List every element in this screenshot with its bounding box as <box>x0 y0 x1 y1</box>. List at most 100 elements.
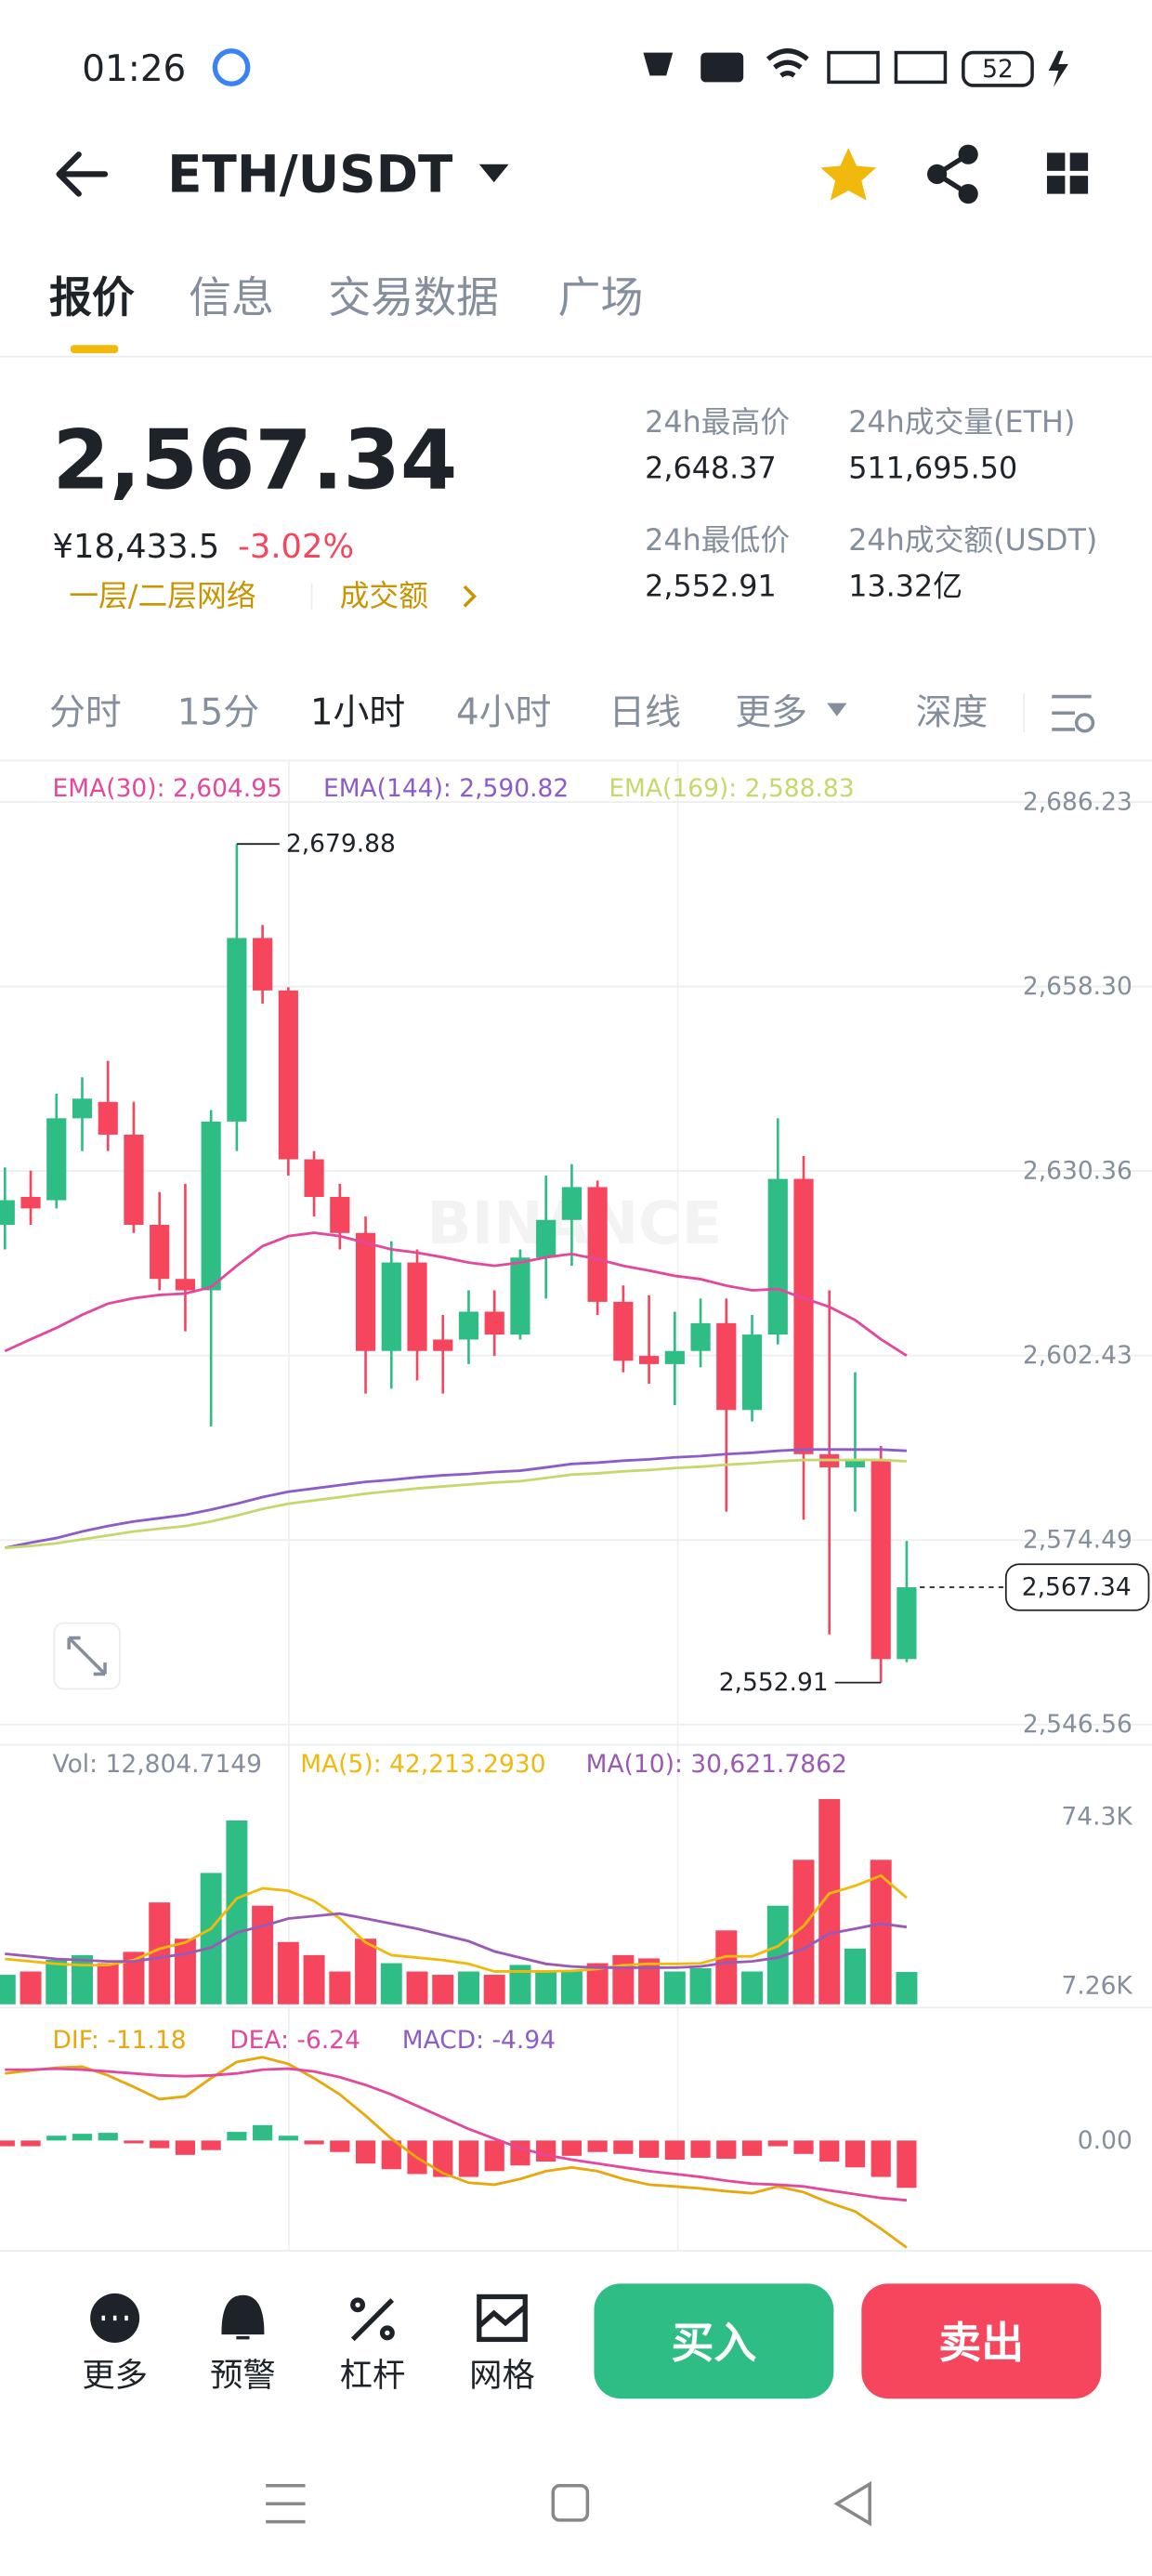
action-label[interactable]: 更多 <box>82 2357 148 2395</box>
interval[interactable]: 深度 <box>916 692 988 734</box>
grid-cell <box>1069 152 1089 171</box>
tag[interactable]: 成交额 <box>340 579 428 613</box>
candle-body <box>304 1159 324 1198</box>
back-button[interactable] <box>56 151 109 197</box>
macd-bar <box>639 2140 660 2158</box>
tab[interactable]: 交易数据 <box>328 272 499 322</box>
last-price-box <box>1004 1563 1150 1611</box>
stat-value: 13.32亿 <box>848 570 962 604</box>
action-label[interactable]: 网格 <box>469 2357 535 2395</box>
volume-bar <box>174 1939 196 2004</box>
candle-body <box>871 1459 891 1660</box>
volume-bar <box>406 1971 428 2004</box>
candle-body <box>407 1262 427 1351</box>
interval-dropdown <box>827 703 847 716</box>
macd-bar <box>175 2140 196 2155</box>
candle-body <box>793 1178 814 1454</box>
macd-bar <box>819 2140 840 2162</box>
volume-bar <box>483 1975 505 2004</box>
grid-button[interactable] <box>1046 152 1089 194</box>
alert-icon[interactable] <box>221 2294 265 2340</box>
legend-label: EMA(30): 2,604.95 <box>53 774 282 803</box>
interval[interactable]: 更多 <box>735 692 807 734</box>
volume-bar <box>870 1860 892 2004</box>
legend-label: EMA(169): 2,588.83 <box>609 774 854 803</box>
volume-bar <box>252 1905 274 2004</box>
charge-icon <box>1048 50 1068 87</box>
candle-body <box>561 1187 583 1220</box>
candle-body <box>201 1121 221 1291</box>
nav-home[interactable] <box>551 2483 590 2522</box>
volume-bar <box>896 1972 918 2004</box>
macd-bar <box>897 2140 917 2188</box>
candle-body <box>510 1257 530 1335</box>
volume-bar <box>20 1971 42 2004</box>
macd-bar <box>124 2140 144 2144</box>
signal-icon <box>894 50 948 85</box>
macd-bar <box>72 2134 93 2141</box>
candle-body <box>897 1587 917 1660</box>
action-label[interactable]: 预警 <box>210 2357 276 2395</box>
candle-body <box>355 1232 376 1351</box>
candle-body <box>690 1322 711 1351</box>
pair-title[interactable]: ETH/USDT <box>167 144 453 204</box>
nav-menu[interactable] <box>266 2484 306 2524</box>
volume-bar <box>149 1902 171 2004</box>
macd-bar <box>561 2140 583 2156</box>
nav-back[interactable] <box>833 2480 871 2527</box>
candle-body <box>98 1101 118 1135</box>
macd-bar <box>98 2133 118 2141</box>
candle-body <box>20 1197 41 1209</box>
volume-bar <box>509 1965 531 2004</box>
interval[interactable]: 日线 <box>609 692 681 734</box>
macd-bar <box>433 2140 453 2177</box>
volume-bar <box>766 1905 789 2004</box>
legend-label: MA(5): 42,213.2930 <box>300 1750 545 1779</box>
share-button[interactable] <box>927 144 978 204</box>
tag[interactable]: 一层/二层网络 <box>69 579 255 613</box>
volume-bar <box>72 1954 93 2004</box>
tab[interactable]: 广场 <box>558 272 644 322</box>
sell-label[interactable]: 卖出 <box>938 2318 1024 2368</box>
volume-bar <box>0 1975 16 2004</box>
tag-arrow <box>463 585 477 608</box>
buy-button[interactable] <box>594 2283 834 2399</box>
buy-label[interactable]: 买入 <box>671 2318 756 2368</box>
settings-gear <box>1074 713 1095 733</box>
grid-trading-icon[interactable] <box>477 2293 528 2343</box>
macd-bar <box>253 2124 273 2141</box>
action-label[interactable]: 杠杆 <box>340 2357 406 2395</box>
macd-bar <box>46 2136 67 2141</box>
macd-bar <box>690 2140 711 2158</box>
tab[interactable]: 信息 <box>189 272 274 322</box>
candle-body <box>227 938 247 1122</box>
volume-bar <box>612 1954 635 2004</box>
volume-bar <box>560 1971 583 2004</box>
candle-body <box>381 1262 401 1351</box>
interval[interactable]: 15分 <box>177 692 259 734</box>
interval[interactable]: 4小时 <box>456 692 551 734</box>
wifi-icon <box>766 48 809 78</box>
sell-button[interactable] <box>861 2283 1102 2399</box>
stat-label: 24h成交额(USDT) <box>848 523 1097 558</box>
tab[interactable]: 报价 <box>49 272 135 322</box>
margin-icon[interactable] <box>350 2297 395 2342</box>
legend-label: DIF: -11.18 <box>53 2026 187 2055</box>
volume-bar <box>46 1960 68 2004</box>
settings-lines <box>1052 694 1092 731</box>
volume-bar <box>818 1798 841 2004</box>
tab-indicator <box>70 345 119 354</box>
y-tick-label: 74.3K <box>1061 1803 1132 1832</box>
macd-bar <box>278 2136 298 2141</box>
macd-bar <box>664 2140 685 2160</box>
interval[interactable]: 1小时 <box>310 692 405 734</box>
favorite-star[interactable] <box>820 148 877 201</box>
expand-button[interactable] <box>53 1622 121 1690</box>
volume-bar <box>844 1948 866 2004</box>
chart-settings[interactable] <box>1052 694 1095 733</box>
candle-body <box>844 1459 866 1467</box>
interval[interactable]: 分时 <box>49 692 122 734</box>
candle-body <box>124 1134 144 1225</box>
pair-dropdown[interactable] <box>478 164 509 183</box>
